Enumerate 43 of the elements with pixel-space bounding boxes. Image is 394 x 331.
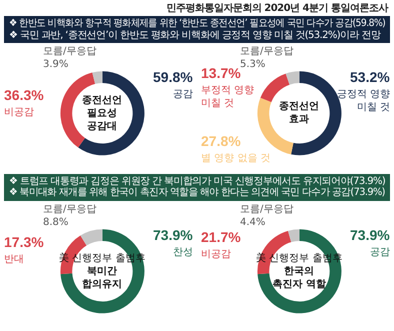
data-label: 59.8% bbox=[153, 69, 194, 85]
donut-slice bbox=[80, 228, 102, 246]
slice-label: 모름/무응답 bbox=[43, 46, 96, 57]
data-label: 21.7% bbox=[201, 228, 242, 244]
data-label: 3.9% bbox=[43, 59, 68, 70]
donut-slice bbox=[78, 71, 144, 156]
data-label: 13.7% bbox=[201, 65, 242, 81]
data-label: 27.8% bbox=[201, 133, 242, 149]
donut-slice bbox=[286, 71, 300, 85]
slice-label: 긍정적 영향 미칠 것 bbox=[337, 89, 390, 113]
donut-slice bbox=[258, 228, 342, 313]
data-label: 17.3% bbox=[4, 234, 44, 250]
text: ❖ 트럼프 대통령과 김정은 위원장 간 북미합의가 미국 신행정부에서도 유지되어야(73.9%) bbox=[9, 176, 386, 187]
slice-label: 별 영향 없을 것 bbox=[201, 153, 271, 164]
slice-label: 모름/무응답 bbox=[240, 204, 294, 214]
text: ❖ 북미대화 재개를 위해 한국이 촉진자 역할을 해야 한다는 의견에 국민 다수가 공감(73.9%) bbox=[9, 187, 385, 198]
text: 북미간 합의유지 bbox=[82, 266, 122, 290]
text: ❖ 국민 과반, ‘종전선언’이 한반도 평화와 비핵화에 긍정적 영향 미칠 것(53.2%)이라 전망 bbox=[9, 30, 382, 41]
slice-label: 찬성 bbox=[173, 246, 193, 258]
text: ❖ 한반도 비핵화와 항구적 평화체제를 위한 ‘한반도 종전선언’ 필요성에 국민 다수가 공감(59.8%) bbox=[9, 18, 386, 30]
text: 민주평화통일자문회의 2020년 4분기 통일여론조사 bbox=[165, 2, 390, 16]
data-label: 36.3% bbox=[4, 87, 44, 103]
slice-label: 모름/무응답 bbox=[43, 204, 96, 214]
slice-label: 반대 bbox=[4, 254, 24, 264]
data-label: 5.3% bbox=[240, 59, 266, 70]
slice-label: 공감 bbox=[370, 246, 390, 258]
text: 한국의 촉진자 역할 bbox=[272, 266, 326, 290]
data-label: 73.9% bbox=[350, 226, 390, 242]
slice-label: 공감 bbox=[173, 89, 193, 100]
data-label: 53.2% bbox=[350, 69, 390, 85]
data-label: 4.4% bbox=[240, 216, 266, 228]
slice-label: 모름/무응답 bbox=[240, 46, 294, 57]
donut-slice bbox=[288, 228, 300, 242]
donut-slice bbox=[92, 71, 102, 84]
data-label: 8.8% bbox=[43, 216, 68, 228]
slice-label: 부정적 영향 미칠 것 bbox=[201, 85, 254, 109]
text: 종전선언 필요성 공감대 bbox=[82, 95, 122, 132]
donut-slice bbox=[260, 74, 290, 102]
data-label: 73.9% bbox=[153, 226, 194, 242]
slice-label: 비공감 bbox=[201, 248, 231, 260]
text: 종전선언 효과 bbox=[279, 101, 319, 125]
donut-slice bbox=[60, 228, 144, 313]
slice-label: 비공감 bbox=[4, 107, 34, 118]
